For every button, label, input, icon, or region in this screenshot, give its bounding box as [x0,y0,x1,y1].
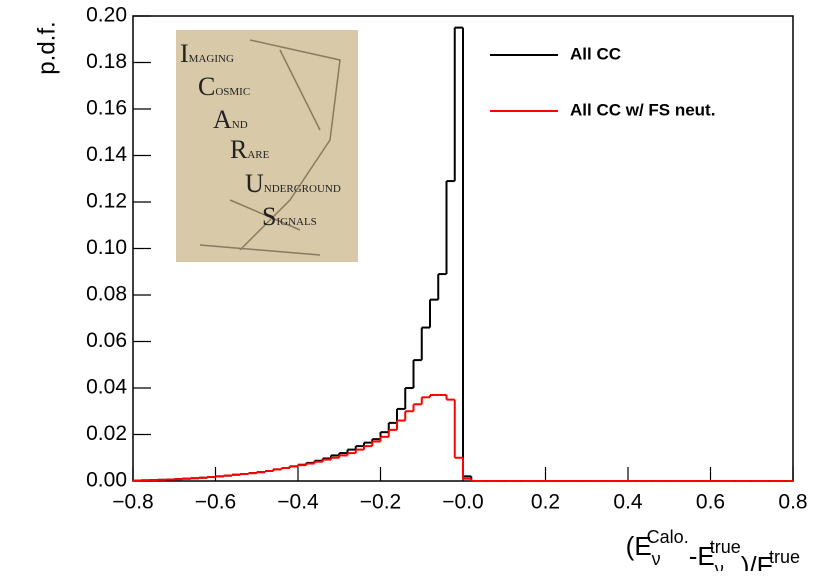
logo-initial: R [230,135,248,164]
logo-word: NDERGROUND [264,183,341,195]
y-axis-label: p.d.f. [33,21,60,74]
logo-word: ND [232,119,248,131]
logo-word: MAGING [189,53,234,65]
x-label-part: ν [715,559,724,571]
legend-label: All CC w/ FS neut. [570,100,715,119]
logo [176,30,358,262]
logo-initial: C [198,72,215,101]
x-label-part: Calo. [647,527,689,547]
logo-line: COSMIC [198,72,250,101]
logo-line: UNDERGROUND [245,169,341,198]
logo-initial: A [213,105,232,134]
x-label-part: (E [626,531,652,561]
x-tick-label: −0.8 [112,491,153,514]
x-tick-label: 0.8 [778,491,807,514]
x-label-part: -E [689,541,715,571]
x-label-part: true [769,547,800,567]
y-tick-label: 0.08 [86,283,127,306]
x-tick-label: 0.6 [696,491,725,514]
logo-word: ARE [247,149,269,161]
y-tick-label: 0.04 [86,376,127,399]
logo-line: RARE [230,135,270,164]
x-tick-label: −0.0 [442,491,483,514]
logo-line: IMAGING [180,39,234,68]
y-tick-label: 0.00 [86,469,127,492]
y-tick-label: 0.18 [86,50,127,73]
logo-initial: I [180,39,189,68]
y-tick-label: 0.06 [86,329,127,352]
x-label-part: true [710,537,741,557]
logo-line: SIGNALS [262,202,317,231]
y-tick-label: 0.10 [86,236,127,259]
logo-word: OSMIC [215,86,250,98]
x-axis-label: (EνCalo.-Eνtrue)/Eνtrue [626,527,800,571]
y-tick-label: 0.14 [86,143,127,166]
logo-word: IGNALS [276,216,316,228]
y-tick-label: 0.02 [86,422,127,445]
x-tick-label: −0.2 [360,491,401,514]
logo-initial: U [245,169,264,198]
x-tick-label: −0.4 [277,491,319,514]
x-tick-label: −0.6 [195,491,236,514]
logo-sketch [199,39,341,256]
logo-initial: S [262,202,276,231]
y-tick-label: 0.20 [86,4,127,27]
x-label-part: ν [652,549,661,569]
y-tick-label: 0.12 [86,190,127,213]
y-tick-label: 0.16 [86,97,127,120]
logo-line: AND [213,105,248,134]
x-tick-label: 0.2 [531,491,560,514]
x-tick-label: 0.4 [613,491,643,514]
legend-label: All CC [570,44,621,63]
